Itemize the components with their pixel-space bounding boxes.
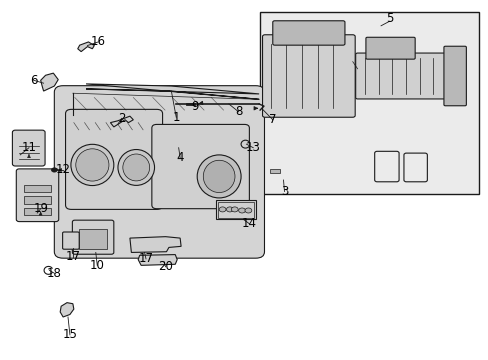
FancyBboxPatch shape: [72, 220, 114, 254]
Text: 2: 2: [118, 112, 125, 125]
Ellipse shape: [122, 154, 149, 181]
Text: 3: 3: [280, 185, 287, 198]
Ellipse shape: [76, 149, 109, 181]
FancyBboxPatch shape: [54, 86, 264, 258]
Polygon shape: [78, 42, 94, 51]
Text: 12: 12: [56, 163, 70, 176]
Circle shape: [238, 208, 245, 213]
FancyBboxPatch shape: [443, 46, 466, 106]
Circle shape: [226, 207, 233, 212]
FancyBboxPatch shape: [62, 232, 79, 249]
Text: 18: 18: [47, 267, 61, 280]
FancyBboxPatch shape: [152, 125, 249, 209]
FancyBboxPatch shape: [65, 109, 162, 210]
Text: 5: 5: [386, 12, 393, 25]
Bar: [216, 200, 256, 220]
Circle shape: [219, 207, 225, 212]
Ellipse shape: [71, 144, 114, 185]
Text: 14: 14: [242, 217, 256, 230]
Text: 1: 1: [172, 111, 180, 124]
Bar: [79, 229, 107, 249]
Ellipse shape: [203, 160, 235, 193]
Text: 7: 7: [268, 113, 276, 126]
FancyBboxPatch shape: [262, 35, 354, 117]
Polygon shape: [110, 116, 133, 127]
Text: 17: 17: [138, 252, 153, 265]
Bar: [260, 12, 478, 194]
Bar: [24, 208, 51, 215]
Bar: [24, 185, 51, 192]
FancyBboxPatch shape: [355, 53, 451, 99]
Text: 16: 16: [91, 35, 105, 49]
Circle shape: [231, 207, 238, 212]
FancyBboxPatch shape: [12, 130, 45, 166]
FancyBboxPatch shape: [365, 37, 414, 59]
Circle shape: [244, 208, 251, 213]
Text: 17: 17: [65, 250, 80, 263]
Text: 10: 10: [90, 259, 104, 272]
Bar: [269, 168, 279, 173]
Text: 8: 8: [234, 105, 242, 118]
Ellipse shape: [197, 155, 241, 198]
Ellipse shape: [241, 140, 249, 148]
Bar: [24, 197, 51, 204]
FancyBboxPatch shape: [272, 21, 344, 45]
FancyBboxPatch shape: [16, 169, 59, 222]
Text: 11: 11: [21, 141, 37, 154]
Polygon shape: [60, 303, 74, 317]
Polygon shape: [138, 255, 177, 265]
Text: 13: 13: [245, 141, 260, 154]
Polygon shape: [41, 73, 58, 91]
Text: 19: 19: [33, 202, 48, 215]
Circle shape: [51, 168, 57, 172]
Text: 6: 6: [30, 74, 38, 87]
Ellipse shape: [118, 149, 154, 185]
Polygon shape: [86, 84, 259, 99]
Polygon shape: [130, 237, 181, 252]
Text: 9: 9: [191, 100, 198, 113]
Bar: [218, 202, 254, 218]
Text: 15: 15: [62, 328, 77, 341]
Text: 20: 20: [158, 260, 173, 273]
Text: 4: 4: [176, 151, 183, 164]
